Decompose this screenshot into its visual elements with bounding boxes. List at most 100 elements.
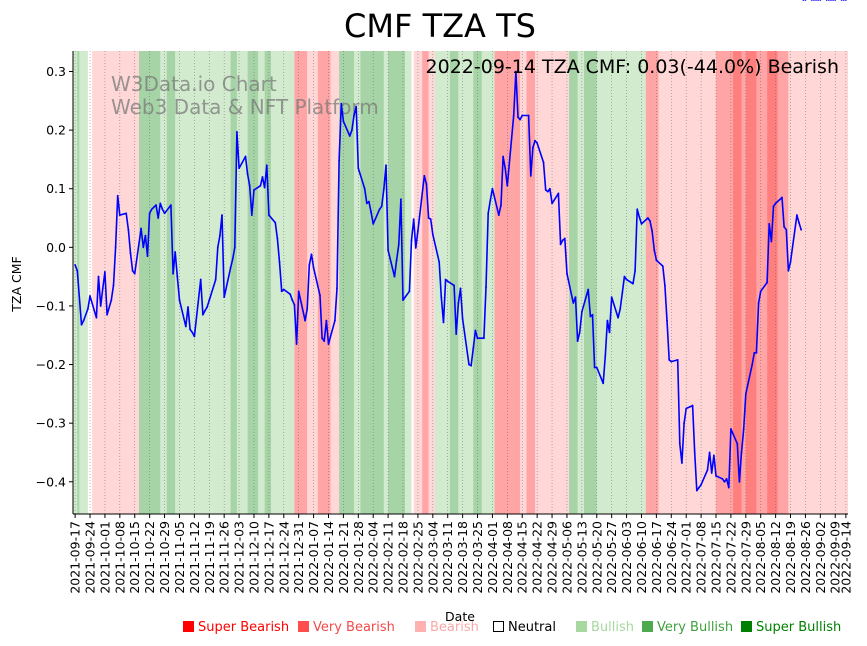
legend-item: Very Bearish — [298, 620, 395, 635]
data-point — [455, 333, 458, 335]
data-point — [189, 328, 192, 331]
data-point — [668, 358, 671, 361]
data-point — [825, 0, 828, 1]
data-point — [785, 228, 788, 231]
data-point — [542, 161, 545, 164]
data-point — [649, 220, 651, 222]
data-point — [578, 331, 581, 334]
x-tick-label: 2022-03-04 — [425, 521, 440, 594]
y-tick-label: −0.4 — [36, 474, 66, 489]
data-point — [595, 366, 598, 369]
data-point — [280, 290, 283, 293]
data-point — [184, 325, 187, 328]
x-tick-label: 2022-04-15 — [515, 521, 530, 594]
data-point — [342, 120, 345, 123]
data-point — [259, 184, 262, 187]
x-tick-label: 2022-08-26 — [798, 521, 813, 594]
data-point — [89, 295, 91, 297]
data-point — [693, 451, 696, 454]
data-point — [114, 246, 117, 249]
data-point — [219, 234, 221, 237]
data-point — [214, 278, 217, 281]
band-very-bullish — [166, 51, 176, 514]
data-point — [698, 486, 700, 489]
data-point — [819, 0, 822, 1]
data-point — [517, 116, 519, 119]
data-point — [676, 358, 679, 361]
data-point — [133, 272, 136, 275]
band-bullish — [258, 51, 265, 514]
data-point — [606, 319, 609, 322]
x-tick-label: 2022-05-20 — [589, 521, 604, 594]
legend-label: Super Bullish — [756, 620, 842, 635]
data-point — [580, 310, 583, 313]
data-point — [666, 319, 668, 322]
band-bullish — [236, 51, 248, 514]
data-point — [844, 0, 847, 1]
legend-swatch — [642, 621, 653, 632]
data-point — [800, 228, 803, 231]
band-bearish — [788, 51, 848, 514]
band-bearish — [428, 51, 435, 514]
data-point — [336, 287, 338, 290]
data-point — [282, 288, 285, 291]
band-very-bearish — [777, 51, 789, 514]
data-point — [295, 343, 298, 345]
band-super-bearish — [767, 51, 778, 514]
data-point — [233, 246, 236, 249]
x-tick-label: 2021-10-29 — [157, 521, 172, 594]
data-point — [157, 217, 160, 219]
band-very-bullish — [230, 51, 237, 514]
x-tick-label: 2022-07-22 — [723, 521, 738, 594]
data-point — [461, 317, 464, 320]
data-point — [216, 246, 219, 249]
data-point — [685, 407, 688, 410]
data-point — [308, 264, 311, 266]
band-very-bullish — [339, 51, 355, 514]
data-point — [751, 363, 754, 366]
data-point — [338, 159, 341, 162]
data-point — [536, 142, 539, 144]
data-point — [395, 259, 398, 262]
data-point — [372, 222, 375, 225]
x-tick-label: 2022-05-13 — [574, 521, 589, 594]
y-tick-label: −0.1 — [36, 298, 66, 313]
data-point — [248, 184, 251, 187]
band-very-bullish — [569, 51, 578, 514]
data-point — [274, 221, 277, 224]
data-point — [176, 275, 179, 278]
data-point — [412, 218, 415, 221]
x-tick-label: 2022-06-24 — [664, 521, 679, 594]
x-tick-label: 2022-01-07 — [306, 521, 321, 594]
data-point — [276, 237, 279, 240]
data-point — [636, 208, 639, 211]
data-point — [549, 187, 551, 190]
x-tick-label: 2022-04-08 — [500, 521, 515, 594]
axes — [72, 51, 848, 515]
data-point — [155, 204, 157, 207]
data-point — [423, 174, 426, 177]
data-point — [357, 167, 360, 170]
data-point — [772, 205, 775, 208]
data-point — [399, 198, 402, 201]
data-point — [238, 167, 240, 170]
data-point — [840, 0, 843, 1]
data-point — [101, 287, 104, 290]
band-bullish — [271, 51, 295, 514]
legend-label: Neutral — [508, 620, 556, 635]
legend-swatch — [741, 621, 752, 632]
x-tick-label: 2022-07-08 — [694, 521, 709, 594]
band-very-bullish — [247, 51, 259, 514]
data-point — [417, 230, 419, 232]
x-tick-label: 2022-04-01 — [485, 521, 500, 594]
x-tick-label: 2021-09-17 — [68, 521, 83, 594]
x-tick-label: 2022-07-29 — [738, 521, 753, 594]
data-point — [504, 167, 507, 170]
data-point — [306, 307, 309, 310]
x-tick-label: 2022-04-29 — [545, 521, 560, 594]
x-tick-label: 2022-01-14 — [321, 521, 336, 594]
data-point — [502, 155, 504, 158]
data-point — [127, 228, 130, 231]
data-point — [229, 266, 232, 269]
